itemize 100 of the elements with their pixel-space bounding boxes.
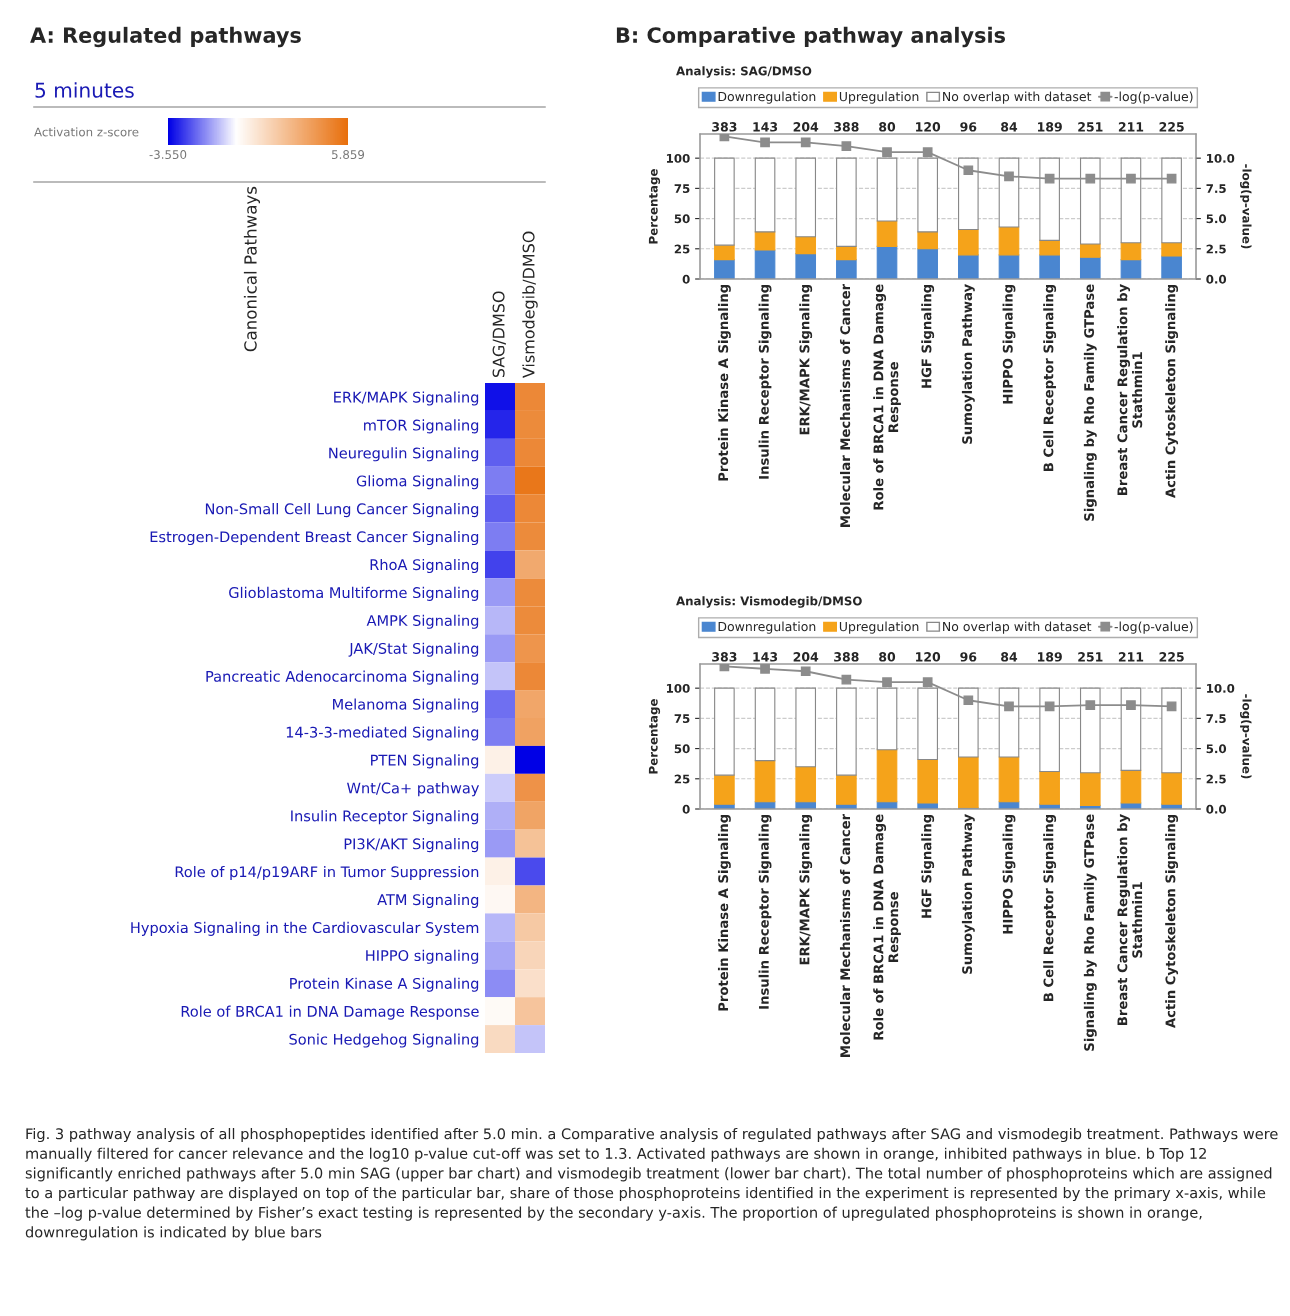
text: 211 [1118,652,1144,662]
text: 251 [1078,652,1103,662]
y-tick-label: 75 [674,714,690,724]
color-bar-title: Activation z-score [34,127,139,137]
y2-tick-label: 10.0 [1207,153,1235,163]
y-tick-label: 25 [674,774,690,784]
x-tick-label: Vismodegib/DMSO [522,231,538,379]
x-tick-label: ERK/MAPK Signaling [799,814,813,965]
x-tick-label: Breast Cancer Regulation by Stathmin1 [1117,814,1143,1025]
text: 204 [793,122,819,132]
y-tick-label: 50 [674,214,690,224]
caption: Fig. 3 pathway analysis of all phosphopeptides identified after 5.0 min. a Comparative analysis of regulated pathways after SAG and vismodegib treatment. Pathways were manually filtered for cancer relevance and the log10 p-value cut-off was set to 1.3. Activated pathways are shown in orange, inhibited pathways in blue. b Top 12 significantly enriched pathways after 5.0 min SAG (upper bar chart) and vismodegib treatment (lower bar chart). The total number of phosphoproteins which are assigned to a particular pathway are displayed on top of the particular bar, share of those phosphoproteins identified in the experiment is represented by the primary x-axis, while the –log p-value determined by Fisher’s exact testing is represented by the secondary y-axis. The proportion of upregulated phosphoproteins is shown in orange, downregulation is indicated by blue bars [25,1128,1278,1241]
y-tick-label: Neuregulin Signaling [329,447,479,462]
text: A: Regulated pathways [30,26,301,48]
y2-tick-label: 7.5 [1206,184,1226,194]
x-tick-label: HGF Signaling [921,284,935,388]
text: 84 [1001,122,1018,132]
x-tick-label: Signaling by Rho Family GTPase [1083,284,1097,521]
y2-tick-label: 5.0 [1206,214,1227,224]
text: 80 [879,652,896,662]
text: 80 [879,122,896,132]
y-tick-label: Non-Small Cell Lung Cancer Signaling [205,503,479,518]
x-tick-label: Actin Cytoskeleton Signaling [1165,814,1179,1029]
x-tick-label: Signaling by Rho Family GTPase [1083,814,1097,1051]
x-tick-label: Role of BRCA1 in DNA Damage Response [873,814,901,1040]
x-tick-label: SAG/DMSO [492,291,506,378]
text: 383 [712,652,737,662]
y2-tick-label: 2.5 [1206,244,1226,254]
y-tick-label: JAK/Stat Signaling [348,642,479,657]
text: 143 [753,652,778,662]
y-tick-label: 100 [666,683,690,693]
legend-label: Downregulation [718,91,816,104]
y-tick-label: RhoA Signaling [370,558,479,574]
y-tick-label: HIPPO signaling [366,949,479,964]
text: 383 [712,122,737,132]
legend-label: No overlap with dataset [943,621,1092,634]
chart-title: Analysis: Vismodegib/DMSO [676,596,862,608]
text: 96 [960,122,977,132]
x-tick-label: B Cell Receptor Signaling [1043,284,1057,472]
y-tick-label: Glioma Signaling [356,475,479,490]
color-bar-label: 5.859 [332,150,365,159]
chart-subtitle: Analysis: SAG/DMSO [676,66,812,78]
y2-tick-label: 10.0 [1207,683,1235,693]
y-tick-label: 50 [674,744,690,754]
y2-tick-label: 7.5 [1206,714,1226,724]
y-tick-label: 75 [674,184,690,194]
text: 5 minutes [35,82,134,98]
y2-tick-label: 0.0 [1206,804,1227,814]
legend-label: Downregulation [718,621,816,634]
text: 189 [1038,122,1062,132]
y-tick-label: 0 [682,274,690,284]
legend-label: Upregulation [839,91,919,104]
text: 143 [753,122,778,132]
x-tick-label: B Cell Receptor Signaling [1043,814,1057,1002]
y-tick-label: 0 [682,804,690,814]
text: 388 [834,122,859,132]
y-tick-label: Wnt/Ca+ pathway [347,782,480,797]
y-axis-title: Percentage [648,699,661,774]
y-tick-label: mTOR Signaling [364,419,479,434]
y-tick-label: 14-3-3-mediated Signaling [286,726,479,741]
y-tick-label: Role of p14/p19ARF in Tumor Suppression [175,866,479,881]
text: 211 [1118,122,1144,132]
x-tick-label: Molecular Mechanisms of Cancer [839,283,851,527]
y2-tick-label: 2.5 [1206,774,1226,784]
y-axis-title: Percentage [648,169,661,244]
legend-label: -log(p-value) [1114,621,1193,634]
x-tick-label: Molecular Mechanisms of Cancer [839,813,851,1057]
x-tick-label: ERK/MAPK Signaling [799,284,813,435]
text: 388 [834,652,859,662]
y-axis-title: Canonical Pathways [243,186,260,352]
text: 251 [1078,122,1103,132]
y-tick-label: 25 [674,244,690,254]
color-bar-label: -3.550 [149,150,187,159]
y2-tick-label: 0.0 [1206,274,1227,284]
legend-label: No overlap with dataset [943,91,1092,104]
text: 84 [1001,652,1018,662]
x-tick-label: Sumoylation Pathway [961,814,975,974]
x-tick-label: HIPPO Signaling [1002,284,1016,404]
y-tick-label: 100 [666,153,690,163]
y-tick-label: Sonic Hedgehog Signaling [289,1033,479,1048]
text: 225 [1159,122,1184,132]
x-tick-label: HIPPO Signaling [1002,814,1016,934]
y-tick-label: Estrogen-Dependent Breast Cancer Signaling [150,531,479,546]
y-tick-label: AMPK Signaling [366,614,479,629]
chart-title: B: Comparative pathway analysis [616,26,1006,48]
x-tick-label: Role of BRCA1 in DNA Damage Response [873,284,901,510]
y-tick-label: PTEN Signaling [371,754,479,769]
text: 189 [1038,652,1062,662]
legend-label: Upregulation [839,621,919,634]
y2-tick-label: 5.0 [1206,744,1227,754]
text: 204 [793,652,819,662]
y-tick-label: Glioblastoma Multiforme Signaling [229,586,479,601]
y2-axis-title: -log(p-value) [1240,164,1252,249]
y-tick-label: PI3K/AKT Signaling [344,838,479,853]
y2-axis-title: -log(p-value) [1240,694,1252,779]
x-tick-label: Breast Cancer Regulation by Stathmin1 [1117,284,1143,495]
legend-label: -log(p-value) [1114,91,1193,104]
y-tick-label: Melanoma Signaling [333,698,479,713]
x-tick-label: HGF Signaling [921,814,935,918]
text: 120 [916,122,941,132]
